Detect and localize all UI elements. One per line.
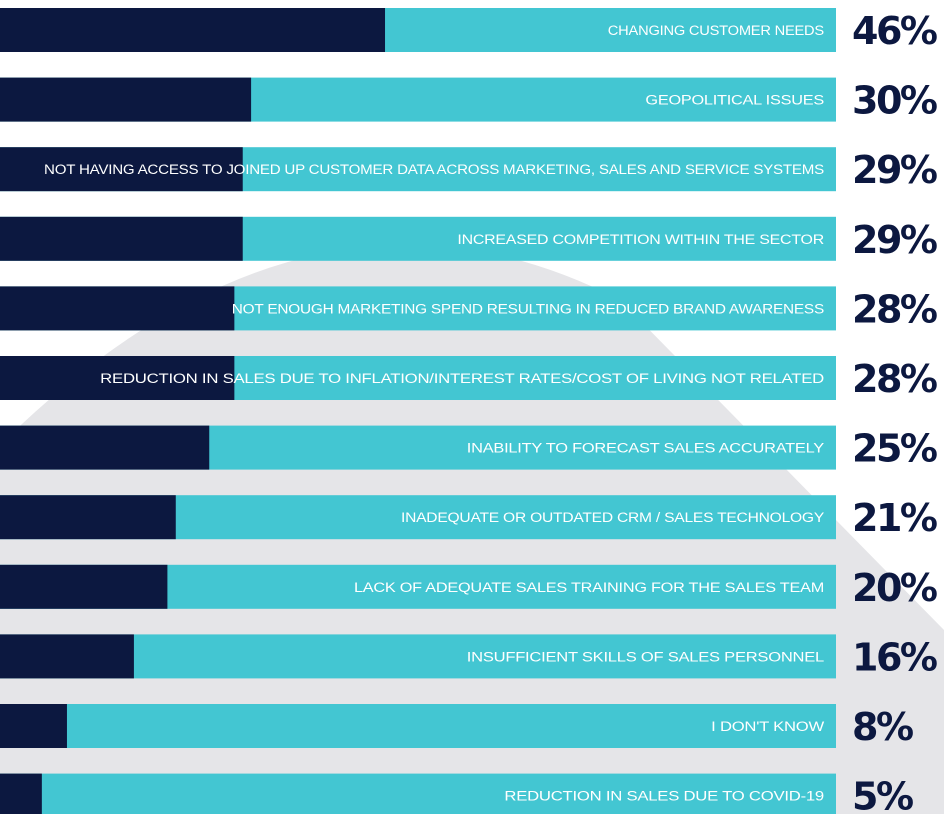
value-label: 29% bbox=[852, 148, 937, 192]
category-label: REDUCTION IN SALES DUE TO INFLATION/INTE… bbox=[100, 371, 824, 386]
category-label: INABILITY TO FORECAST SALES ACCURATELY bbox=[467, 441, 824, 456]
bars-group: CHANGING CUSTOMER NEEDS 46% GEOPOLITICAL I… bbox=[0, 8, 939, 814]
bar-track bbox=[0, 634, 836, 679]
value-label: 5% bbox=[852, 775, 913, 814]
value-label: 29% bbox=[852, 218, 937, 262]
category-label: INADEQUATE OR OUTDATED CRM / SALES TECHN… bbox=[401, 510, 824, 525]
bar-value bbox=[0, 147, 243, 192]
bar-track bbox=[0, 773, 836, 814]
bar-value bbox=[0, 77, 252, 122]
bar-value bbox=[0, 704, 67, 748]
category-label: INCREASED COMPETITION WITHIN THE SECTOR bbox=[457, 232, 824, 247]
value-label: 20% bbox=[852, 566, 937, 610]
bar-value bbox=[0, 564, 168, 609]
bar-value bbox=[0, 286, 235, 331]
value-label: 8% bbox=[852, 705, 913, 749]
bar-track bbox=[0, 704, 836, 748]
value-label: 46% bbox=[852, 9, 937, 53]
category-label: I DON'T KNOW bbox=[711, 719, 824, 734]
bar-value bbox=[0, 634, 134, 679]
bar-value bbox=[0, 495, 176, 540]
value-label: 16% bbox=[852, 635, 937, 679]
value-label: 21% bbox=[852, 496, 937, 540]
bar-value bbox=[0, 356, 235, 400]
bar-value bbox=[0, 216, 243, 261]
value-label: 28% bbox=[852, 357, 937, 401]
bar-value bbox=[0, 8, 386, 52]
category-label: CHANGING CUSTOMER NEEDS bbox=[608, 23, 824, 38]
category-label: REDUCTION IN SALES DUE TO COVID-19 bbox=[504, 789, 824, 804]
category-label: NOT HAVING ACCESS TO JOINED UP CUSTOMER … bbox=[44, 162, 824, 177]
value-label: 30% bbox=[852, 79, 937, 123]
category-label: NOT ENOUGH MARKETING SPEND RESULTING IN … bbox=[232, 301, 824, 316]
value-label: 25% bbox=[852, 427, 937, 471]
bar-value bbox=[0, 773, 42, 814]
category-label: LACK OF ADEQUATE SALES TRAINING FOR THE … bbox=[354, 580, 824, 595]
value-label: 28% bbox=[852, 287, 937, 331]
category-label: GEOPOLITICAL ISSUES bbox=[645, 93, 824, 108]
bar-value bbox=[0, 425, 210, 470]
category-label: INSUFFICIENT SKILLS OF SALES PERSONNEL bbox=[467, 649, 825, 664]
